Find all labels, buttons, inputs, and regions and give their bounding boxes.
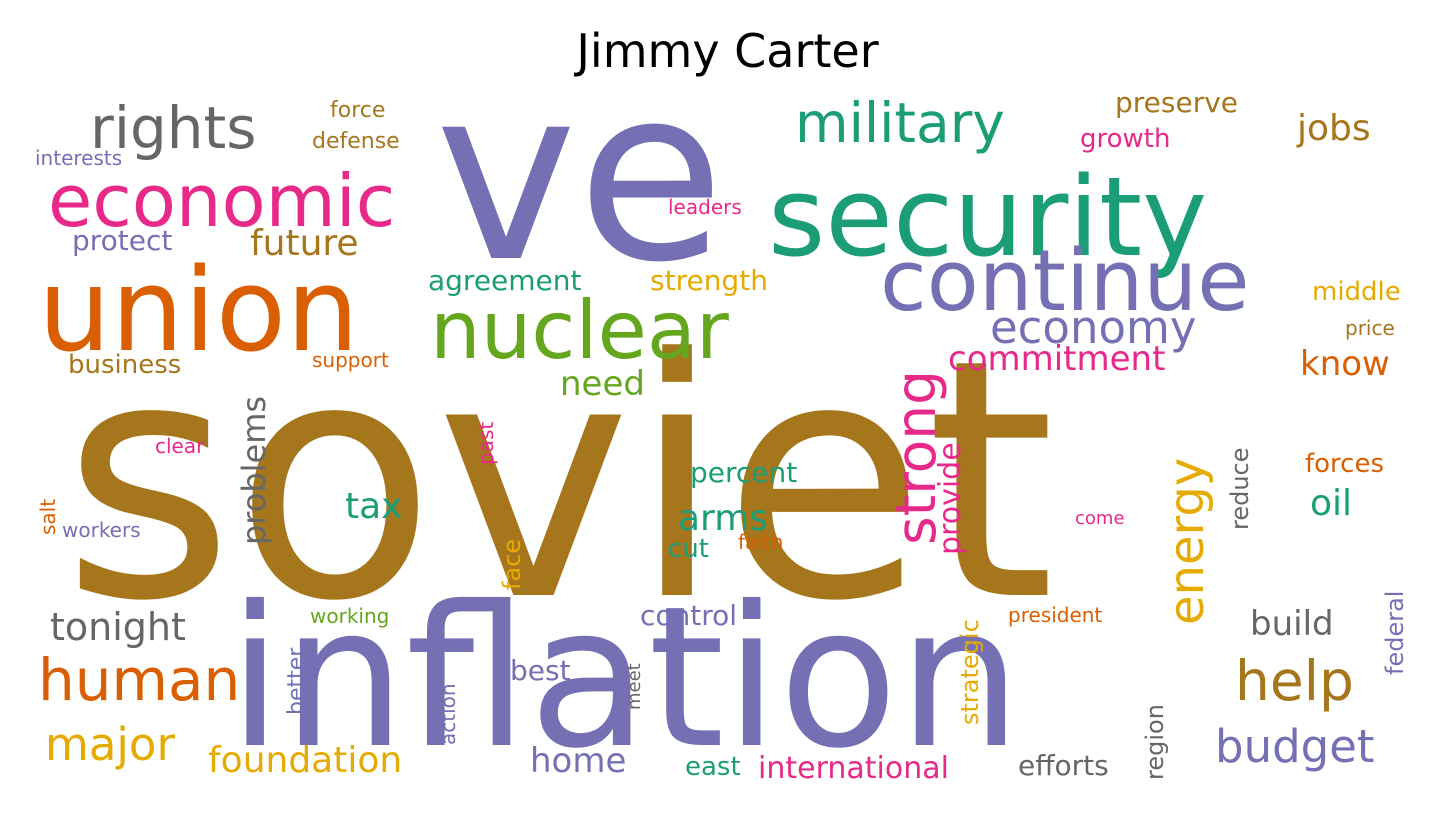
word-budget: budget <box>1215 720 1375 773</box>
word-leaders: leaders <box>668 195 742 219</box>
word-forces: forces <box>1305 449 1384 479</box>
word-efforts: efforts <box>1018 749 1109 782</box>
word-price: price <box>1345 316 1395 340</box>
word-salt: salt <box>36 499 60 535</box>
word-best: best <box>510 654 571 687</box>
word-economic: economic <box>48 159 395 243</box>
word-problems: problems <box>235 396 273 545</box>
word-faith: faith <box>738 530 783 554</box>
word-region: region <box>1141 704 1169 780</box>
word-strength: strength <box>650 264 768 297</box>
word-soviet: soviet <box>62 289 1055 673</box>
word-preserve: preserve <box>1115 86 1238 119</box>
word-ve: ve <box>435 35 725 315</box>
word-international: international <box>758 751 949 786</box>
word-strong: strong <box>884 370 948 545</box>
word-build: build <box>1250 604 1334 644</box>
word-know: know <box>1300 344 1390 384</box>
word-military: military <box>795 91 1005 155</box>
word-come: come <box>1075 508 1125 529</box>
word-support: support <box>312 348 389 372</box>
word-working: working <box>310 604 389 628</box>
word-tonight: tonight <box>50 605 186 649</box>
word-continue: continue <box>880 232 1250 331</box>
word-action: action <box>436 683 460 745</box>
word-need: need <box>560 364 645 404</box>
word-better: better <box>284 647 309 715</box>
word-tax: tax <box>345 486 402 527</box>
word-commitment: commitment <box>948 339 1165 379</box>
word-federal: federal <box>1381 591 1409 675</box>
word-rights: rights <box>90 94 257 162</box>
word-growth: growth <box>1080 124 1170 154</box>
word-oil: oil <box>1310 483 1352 524</box>
word-provide: provide <box>933 442 968 555</box>
figure-title: Jimmy Carter <box>576 24 879 78</box>
word-clear: clear <box>155 434 205 458</box>
word-human: human <box>38 646 240 714</box>
word-meet: meet <box>624 663 645 710</box>
word-middle: middle <box>1312 277 1401 307</box>
word-protect: protect <box>72 224 172 257</box>
word-strategic: strategic <box>956 619 984 725</box>
word-home: home <box>530 741 626 781</box>
word-economy: economy <box>990 301 1196 354</box>
word-security: security <box>768 153 1207 281</box>
word-interests: interests <box>35 146 122 170</box>
word-percent: percent <box>690 456 797 489</box>
word-foundation: foundation <box>208 740 402 781</box>
word-nuclear: nuclear <box>430 284 729 377</box>
word-past: past <box>474 422 498 465</box>
word-workers: workers <box>62 518 141 542</box>
word-cut: cut <box>668 534 709 564</box>
word-east: east <box>685 752 741 782</box>
word-future: future <box>250 223 359 264</box>
word-business: business <box>68 350 181 380</box>
word-reduce: reduce <box>1226 447 1254 530</box>
word-major: major <box>45 718 175 771</box>
word-inflation: inflation <box>228 564 1022 791</box>
word-help: help <box>1235 649 1354 713</box>
word-agreement: agreement <box>428 264 582 297</box>
word-energy: energy <box>1159 458 1215 625</box>
word-face: face <box>498 539 526 590</box>
word-president: president <box>1008 603 1102 627</box>
word-union: union <box>38 244 359 378</box>
word-arms: arms <box>678 498 768 539</box>
word-jobs: jobs <box>1296 108 1371 149</box>
word-force: force <box>330 98 385 123</box>
word-control: control <box>640 599 737 632</box>
word-defense: defense <box>312 129 400 154</box>
